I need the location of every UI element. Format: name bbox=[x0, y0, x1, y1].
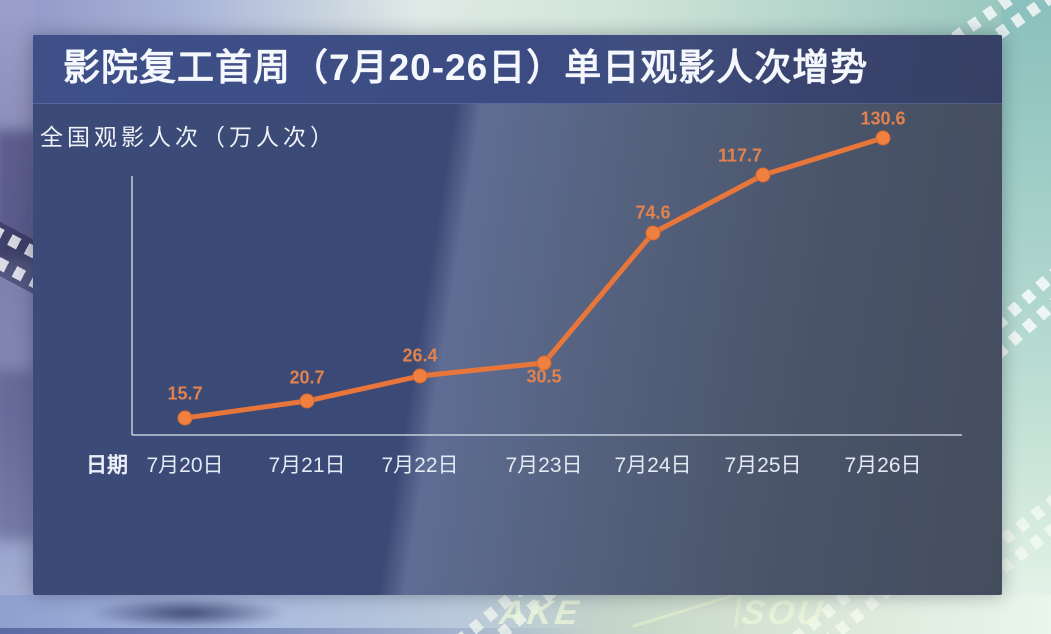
data-point-marker bbox=[412, 368, 428, 384]
background-right-band bbox=[1001, 0, 1051, 634]
x-tick-label: 7月25日 bbox=[724, 454, 802, 477]
x-tick-label: 7月26日 bbox=[844, 454, 922, 477]
value-label: 130.6 bbox=[860, 108, 906, 129]
x-tick-label: 7月20日 bbox=[146, 454, 224, 477]
line-chart bbox=[131, 130, 962, 436]
chart-panel: 影院复工首周（7月20-26日）单日观影人次增势 全国观影人次（万人次） 15.… bbox=[33, 35, 1002, 595]
value-label: 74.6 bbox=[635, 202, 671, 223]
page-title: 影院复工首周（7月20-26日）单日观影人次增势 bbox=[63, 47, 869, 88]
data-point-marker bbox=[536, 355, 552, 371]
data-point-marker bbox=[645, 225, 661, 241]
x-tick-label: 7月23日 bbox=[505, 454, 583, 477]
value-label: 30.5 bbox=[526, 366, 562, 387]
x-tick-label: 7月22日 bbox=[381, 454, 459, 477]
data-point-marker bbox=[177, 410, 193, 426]
y-axis-title: 全国观影人次（万人次） bbox=[40, 124, 337, 150]
title-bar: 影院复工首周（7月20-26日）单日观影人次增势 bbox=[33, 35, 1002, 104]
value-label: 26.4 bbox=[402, 345, 438, 366]
background-left-band bbox=[0, 0, 36, 634]
data-point-marker bbox=[755, 167, 771, 183]
value-label: 20.7 bbox=[289, 367, 325, 388]
background-top-band bbox=[0, 0, 1051, 37]
data-point-marker bbox=[875, 130, 891, 146]
x-tick-label: 7月21日 bbox=[268, 454, 346, 477]
data-point-marker bbox=[299, 393, 315, 409]
x-axis-title: 日期 bbox=[86, 454, 128, 477]
chart-area: 全国观影人次（万人次） 15.7 20.7 26.4 30.5 74.6 117.7 130… bbox=[33, 104, 1002, 595]
value-label: 117.7 bbox=[717, 145, 763, 166]
background-bottom-edge bbox=[0, 628, 620, 634]
x-tick-label: 7月24日 bbox=[614, 454, 692, 477]
value-label: 15.7 bbox=[167, 383, 203, 404]
